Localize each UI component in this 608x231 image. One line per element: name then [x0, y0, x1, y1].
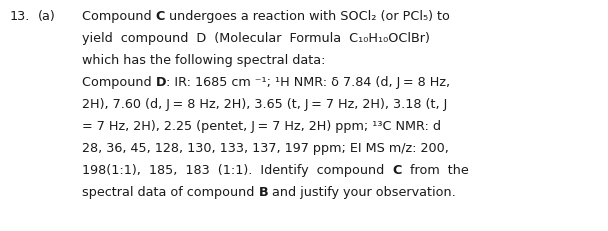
Text: Compound: Compound [82, 10, 156, 23]
Text: (a): (a) [38, 10, 56, 23]
Text: which has the following spectral data:: which has the following spectral data: [82, 54, 325, 67]
Text: Compound: Compound [82, 76, 156, 89]
Text: yield  compound  D  (Molecular  Formula  C₁₀H₁₀OClBr): yield compound D (Molecular Formula C₁₀H… [82, 32, 430, 45]
Text: B: B [258, 186, 268, 199]
Text: from  the: from the [402, 164, 468, 177]
Text: 2H), 7.60 (d, J = 8 Hz, 2H), 3.65 (t, J = 7 Hz, 2H), 3.18 (t, J: 2H), 7.60 (d, J = 8 Hz, 2H), 3.65 (t, J … [82, 98, 447, 111]
Text: C: C [156, 10, 165, 23]
Text: undergoes a reaction with SOCl₂ (or PCl₅) to: undergoes a reaction with SOCl₂ (or PCl₅… [165, 10, 450, 23]
Text: 13.: 13. [10, 10, 30, 23]
Text: = 7 Hz, 2H), 2.25 (pentet, J = 7 Hz, 2H) ppm; ¹³C NMR: d: = 7 Hz, 2H), 2.25 (pentet, J = 7 Hz, 2H)… [82, 120, 441, 133]
Text: : IR: 1685 cm ⁻¹; ¹H NMR: δ 7.84 (d, J = 8 Hz,: : IR: 1685 cm ⁻¹; ¹H NMR: δ 7.84 (d, J =… [166, 76, 451, 89]
Text: spectral data of compound: spectral data of compound [82, 186, 258, 199]
Text: and justify your observation.: and justify your observation. [268, 186, 456, 199]
Text: 28, 36, 45, 128, 130, 133, 137, 197 ppm; EI MS m/z: 200,: 28, 36, 45, 128, 130, 133, 137, 197 ppm;… [82, 142, 449, 155]
Text: C: C [392, 164, 402, 177]
Text: D: D [156, 76, 166, 89]
Text: 198(1:1),  185,  183  (1:1).  Identify  compound: 198(1:1), 185, 183 (1:1). Identify compo… [82, 164, 392, 177]
